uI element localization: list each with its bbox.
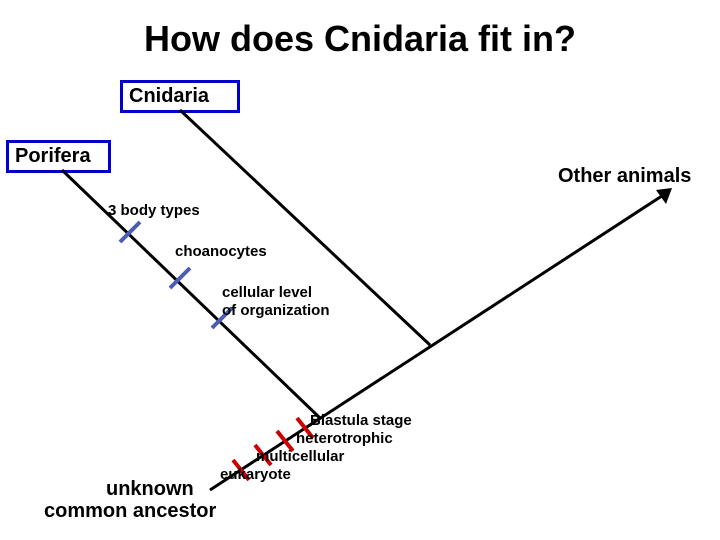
label-3-body-types: 3 body types — [108, 202, 200, 219]
label-blastula: Blastula stage — [310, 412, 412, 429]
label-common-ancestor: common ancestor — [44, 500, 216, 523]
label-multicellular: multicellular — [256, 448, 344, 465]
label-choanocytes: choanocytes — [175, 243, 267, 260]
label-cellular-1: cellular level — [222, 284, 312, 301]
tick-3-body-types — [120, 222, 140, 242]
label-eukaryote: eukaryote — [220, 466, 291, 483]
label-heterotrophic: heterotrophic — [296, 430, 393, 447]
arrow-head-icon — [656, 188, 672, 204]
label-unknown: unknown — [106, 478, 194, 501]
label-other-animals: Other animals — [558, 165, 691, 188]
backbone-line — [210, 192, 668, 490]
phylogeny-diagram — [0, 0, 720, 540]
label-cellular-2: of organization — [222, 302, 330, 319]
